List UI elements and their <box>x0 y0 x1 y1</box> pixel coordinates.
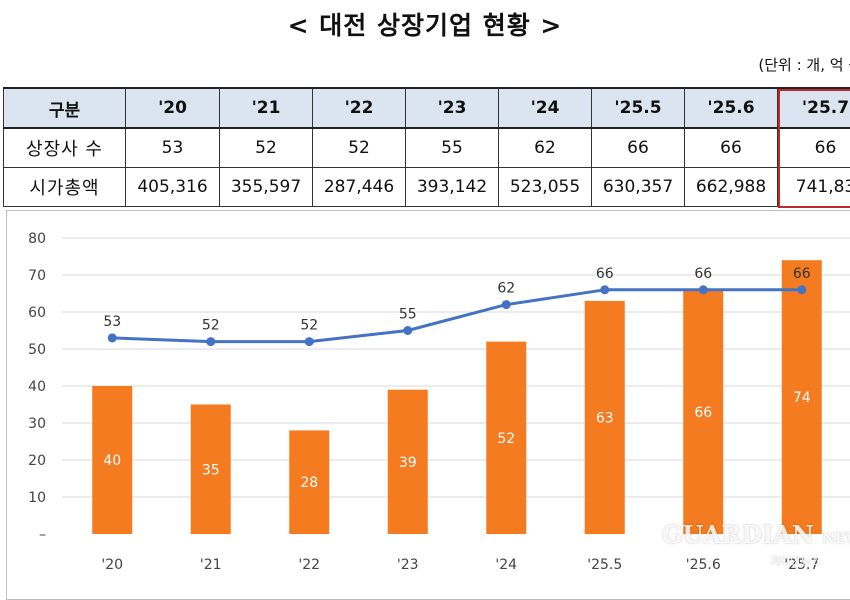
watermark-brand: GUARDIAN <box>662 520 814 549</box>
y-tick-label: – <box>39 527 46 543</box>
x-tick-label: '25.6 <box>686 557 721 573</box>
line-value-label: 53 <box>103 314 121 330</box>
bar-value-label: 40 <box>103 453 121 469</box>
bar-value-label: 39 <box>399 455 417 471</box>
line-value-label: 66 <box>694 266 712 282</box>
x-tick-label: '21 <box>200 557 222 573</box>
x-tick-label: '20 <box>101 557 123 573</box>
bar-value-label: 52 <box>497 431 515 447</box>
bar-value-label: 66 <box>694 405 712 421</box>
line-value-label: 52 <box>300 318 318 334</box>
y-tick-label: 40 <box>28 379 46 395</box>
bar-value-label: 74 <box>793 390 811 406</box>
y-tick-label: 60 <box>28 305 46 321</box>
line-point <box>403 326 412 335</box>
line-point <box>305 337 314 346</box>
y-tick-label: 10 <box>28 490 46 506</box>
y-tick-label: 50 <box>28 342 46 358</box>
y-tick-label: 70 <box>28 268 46 284</box>
x-tick-label: '24 <box>495 557 517 573</box>
line-value-label: 52 <box>202 318 220 334</box>
y-tick-label: 20 <box>28 453 46 469</box>
line-point <box>797 285 806 294</box>
line-value-label: 55 <box>399 307 417 323</box>
line-value-label: 66 <box>596 266 614 282</box>
bar-value-label: 28 <box>300 475 318 491</box>
line-point <box>502 300 511 309</box>
x-tick-label: '23 <box>397 557 419 573</box>
line-point <box>600 285 609 294</box>
y-tick-label: 80 <box>28 231 46 247</box>
watermark-sub: 가디언뉴스 <box>770 553 821 569</box>
x-tick-label: '25.5 <box>587 557 622 573</box>
line-value-label: 66 <box>793 266 811 282</box>
y-tick-label: 30 <box>28 416 46 432</box>
watermark-logo: GUARDIAN NEWS <box>662 520 850 549</box>
bar-value-label: 35 <box>202 462 220 478</box>
bar-value-label: 63 <box>596 410 614 426</box>
watermark-suffix: NEWS <box>822 531 850 547</box>
line-point <box>206 337 215 346</box>
x-tick-label: '22 <box>298 557 320 573</box>
line-value-label: 62 <box>497 281 515 297</box>
line-point <box>108 333 117 342</box>
line-point <box>699 285 708 294</box>
